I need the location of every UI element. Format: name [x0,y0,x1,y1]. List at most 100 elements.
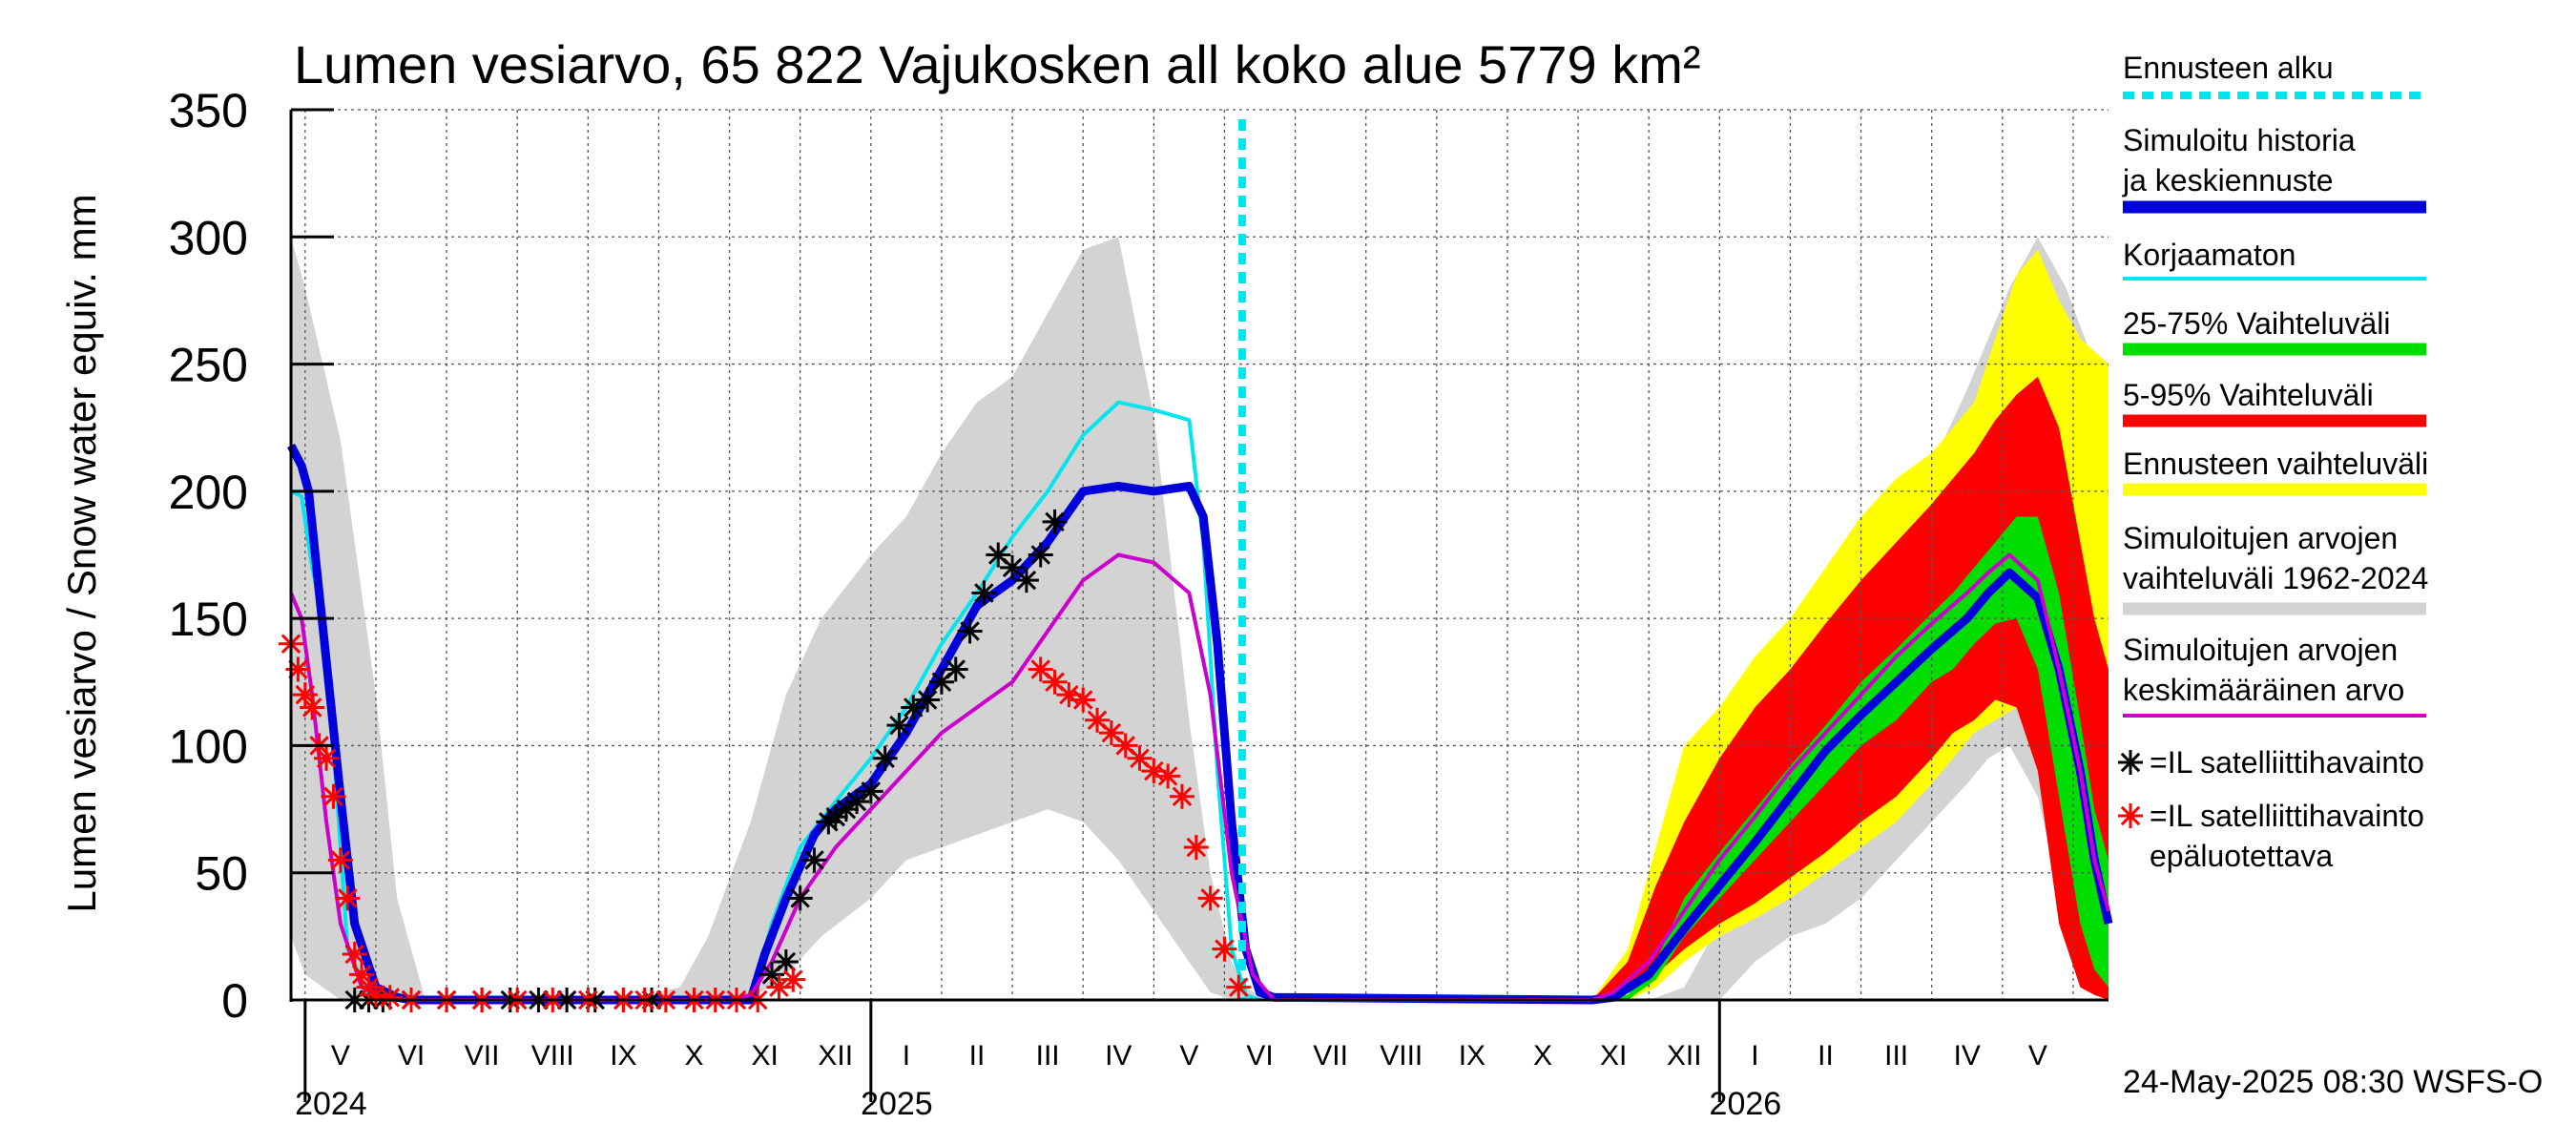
month-label: X [1533,1040,1552,1072]
unreliable-observation-point [1212,936,1237,962]
star-stroke [1115,736,1135,756]
y-axis-label: Lumen vesiarvo / Snow water equiv. mm [59,194,104,912]
star-stroke [846,791,867,812]
unreliable-observation-point [292,682,318,708]
star-stroke [1087,710,1108,731]
satellite-observation-point [957,618,983,644]
y-tick-label: 150 [169,593,248,646]
year-label: 2025 [861,1086,933,1122]
unreliable-observation-point [1169,783,1195,809]
month-label: VIII [531,1040,574,1072]
month-label: I [1751,1040,1758,1072]
star-stroke [861,781,882,802]
unreliable-observation-point [327,847,353,873]
y-tick-label: 100 [169,719,248,773]
legend-label: epäluotettava [2150,839,2333,873]
legend-label: Simuloitujen arvojen [2123,633,2398,667]
star-stroke [351,965,372,985]
star-stroke [1045,511,1065,532]
star-stroke [1144,760,1164,781]
month-label: XII [1667,1040,1702,1072]
month-label: VI [398,1040,425,1072]
month-label: II [1818,1040,1834,1072]
satellite-observation-point [801,847,827,873]
line-korjaamaton [290,400,1261,1002]
star-stroke [875,748,895,769]
star-stroke [1030,659,1050,679]
satellite-observation-point [886,713,912,739]
satellite-observation-point [872,745,898,771]
star-stroke [301,697,322,718]
star-stroke [974,583,994,603]
month-label: II [969,1040,986,1072]
month-label: I [903,1040,910,1072]
star-stroke [1016,570,1037,591]
unreliable-observation-point [300,695,325,720]
month-label: V [1179,1040,1198,1072]
legend-label: 25-75% Vaihteluväli [2123,306,2390,341]
star-stroke [330,850,351,870]
month-label: III [1884,1040,1908,1072]
unreliable-observation-point [321,783,346,809]
unreliable-observation-point [285,656,311,682]
month-label: XI [751,1040,778,1072]
month-label: VI [1246,1040,1273,1072]
star-stroke [1215,939,1235,959]
legend-label: vaihteluväli 1962-2024 [2123,561,2428,595]
star-stroke [1186,837,1207,858]
star-stroke [1157,766,1178,786]
month-label: V [2028,1040,2047,1072]
star-stroke [1059,684,1079,705]
legend-label: Korjaamaton [2123,238,2296,272]
star-stroke [945,659,966,679]
legend-label: ja keskiennuste [2122,163,2334,198]
star-stroke [1002,557,1023,578]
star-stroke [790,888,810,908]
legend-star-icon [2118,803,2143,828]
month-label: VIII [1380,1040,1423,1072]
star-stroke [1200,888,1220,908]
unreliable-observation-point [349,962,375,988]
satellite-observation-point [843,789,869,815]
footer-timestamp: 24-May-2025 08:30 WSFS-O [2123,1064,2543,1100]
band-5-95-vaihteluv-li [1591,376,2109,1000]
star-stroke [769,977,789,997]
unreliable-observation-point [335,885,361,911]
unreliable-observation-point [377,985,403,1010]
legend: Ennusteen alku Simuloitu historia ja keski… [2118,51,2428,873]
satellite-observation-point [1028,542,1053,568]
month-label: IV [1105,1040,1132,1072]
month-label: XII [818,1040,853,1072]
satellite-observation-point [986,542,1011,568]
y-tick-label: 50 [195,847,248,901]
month-label: IV [1954,1040,1981,1072]
chart-title: Lumen vesiarvo, 65 822 Vajukosken all ko… [294,34,1700,94]
y-tick-label: 350 [169,84,248,137]
satellite-observation-point [943,656,968,682]
unreliable-observation-point [1070,687,1096,713]
star-stroke [836,799,857,820]
month-label: XI [1600,1040,1627,1072]
star-stroke [1072,690,1093,710]
unreliable-observation-point [1183,835,1209,861]
star-stroke [804,850,824,870]
satellite-observation-point [971,580,997,606]
satellite-observation-point [1013,568,1039,593]
star-stroke [316,748,337,769]
star-stroke [776,951,797,972]
unreliable-observation-point [1112,733,1138,759]
month-label: V [331,1040,350,1072]
star-stroke [380,988,401,1008]
year-label: 2026 [1710,1086,1782,1122]
grid-lines [291,109,2109,1000]
star-stroke [1130,748,1150,769]
legend-label: keskimääräinen arvo [2123,673,2404,707]
star-stroke [1229,977,1249,997]
legend-label: =IL satelliittihavainto [2150,799,2424,833]
star-stroke [889,715,909,736]
month-label: VII [1313,1040,1348,1072]
legend-label: Ennusteen vaihteluväli [2123,447,2428,481]
y-tick-label: 300 [169,211,248,264]
star-stroke [783,969,803,989]
